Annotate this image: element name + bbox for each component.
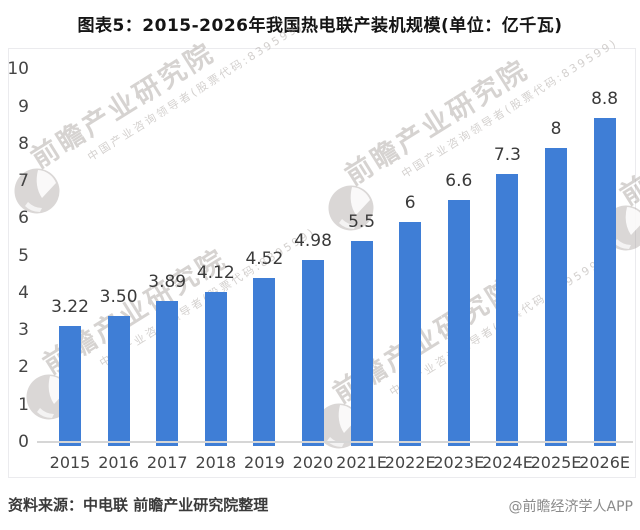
x-tick-label: 2018 (195, 453, 237, 472)
bar (593, 118, 616, 446)
bar (253, 277, 276, 446)
y-tick-label: 5 (18, 245, 29, 266)
x-tick-label: 2026E (579, 453, 630, 472)
y-tick-label: 0 (18, 432, 29, 452)
y-tick-label: 7 (18, 171, 29, 192)
bar (447, 200, 470, 446)
bar-value-label: 7.3 (493, 144, 521, 165)
bar-value-label: 3.22 (51, 296, 89, 317)
chart-panel: 前瞻产业研究院 中国产业咨询领导者(股票代码:839599) 前瞻产业研究院 中国产业… (7, 19, 640, 478)
y-tick-label: 8 (18, 133, 29, 154)
bar (204, 292, 227, 446)
x-tick-label: 2023E (433, 453, 485, 472)
globe-icon (14, 168, 60, 214)
bar-value-label: 8.8 (591, 89, 619, 110)
x-axis-line (37, 441, 633, 443)
bar (496, 173, 519, 446)
source-note: 资料来源：中电联 前瞻产业研究院整理 (8, 496, 269, 514)
watermark: 前瞻产业研究院中国产业咨询领导者(股票代码:839599) (328, 36, 620, 231)
y-tick-label: 3 (18, 320, 29, 341)
y-tick-label: 9 (18, 96, 29, 117)
bar (350, 241, 373, 446)
bar-value-label: 4.98 (294, 231, 332, 252)
bar-value-label: 4.52 (245, 248, 284, 269)
bar-value-label: 3.50 (99, 286, 138, 307)
chart-title: 图表5：2015-2026年我国热电联产装机规模(单位：亿千瓦) (77, 16, 563, 36)
x-tick-label: 2021E (336, 453, 387, 472)
y-tick-label: 10 (7, 59, 29, 80)
globe-icon (328, 185, 374, 231)
bar-value-label: 4.12 (196, 263, 235, 284)
bar (107, 315, 130, 446)
bar (59, 325, 81, 446)
watermark: 前瞻产业研究院中国产业咨询领导者(股票代码:839599) (14, 19, 306, 214)
credit-note: @前瞻经济学人APP (508, 499, 633, 515)
x-tick-label: 2017 (146, 453, 188, 472)
x-tick-label: 2016 (98, 453, 139, 472)
x-tick-label: 2025E (530, 453, 582, 472)
x-tick-label: 2022E (384, 453, 436, 472)
x-tick-label: 2024E (481, 453, 533, 472)
bar (399, 222, 422, 446)
bar (545, 147, 567, 446)
y-tick-label: 6 (18, 208, 29, 229)
bar-value-label: 3.89 (148, 272, 187, 293)
bar (302, 260, 324, 446)
bar-value-label: 6 (404, 193, 416, 214)
bar-value-label: 5.5 (348, 212, 376, 232)
bar-value-label: 8 (550, 118, 562, 139)
bar-value-label: 6.6 (445, 171, 473, 192)
y-tick-label: 4 (18, 282, 29, 303)
x-tick-label: 2015 (49, 453, 91, 472)
y-tick-label: 2 (18, 357, 29, 378)
x-tick-label: 2020 (292, 453, 334, 472)
x-tick-label: 2019 (244, 453, 285, 472)
bar (156, 301, 179, 446)
y-tick-label: 1 (18, 394, 29, 415)
